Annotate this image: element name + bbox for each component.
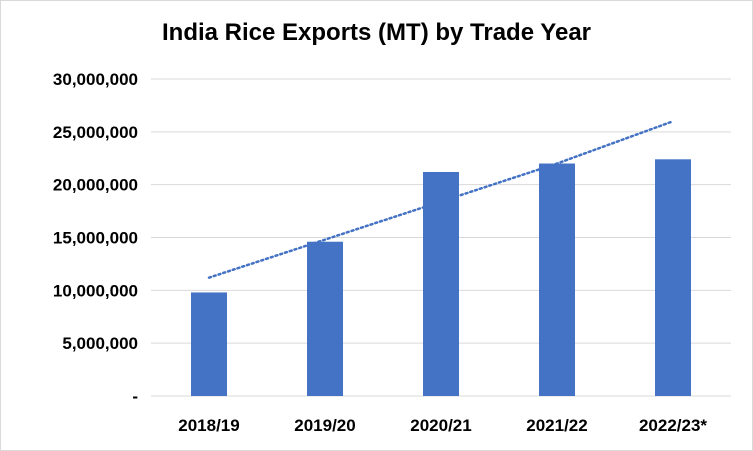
- y-tick-label: -: [132, 387, 138, 406]
- y-tick-label: 10,000,000: [53, 281, 138, 300]
- x-tick-label: 2019/20: [294, 416, 355, 435]
- x-tick-label: 2018/19: [178, 416, 239, 435]
- x-tick-label: 2022/23*: [639, 416, 707, 435]
- y-tick-label: 25,000,000: [53, 123, 138, 142]
- x-tick-label: 2021/22: [526, 416, 587, 435]
- bar: [423, 171, 459, 396]
- bar: [655, 159, 691, 396]
- y-tick-label: 30,000,000: [53, 70, 138, 89]
- y-tick-label: 15,000,000: [53, 229, 138, 248]
- chart-title: India Rice Exports (MT) by Trade Year: [161, 19, 592, 46]
- trendline: [207, 120, 675, 279]
- bar: [539, 163, 575, 396]
- bar: [307, 241, 343, 396]
- trendline-path: [207, 120, 675, 279]
- x-axis-tick-labels: 2018/19 2019/20 2020/21 2021/22 2022/23*: [178, 416, 707, 435]
- x-tick-label: 2020/21: [410, 416, 471, 435]
- y-axis-tick-labels: - 5,000,000 10,000,000 15,000,000 20,000,000…: [53, 70, 138, 406]
- bars: [191, 159, 691, 396]
- y-tick-label: 20,000,000: [53, 176, 138, 195]
- y-tick-label: 5,000,000: [62, 334, 138, 353]
- bar: [191, 292, 227, 396]
